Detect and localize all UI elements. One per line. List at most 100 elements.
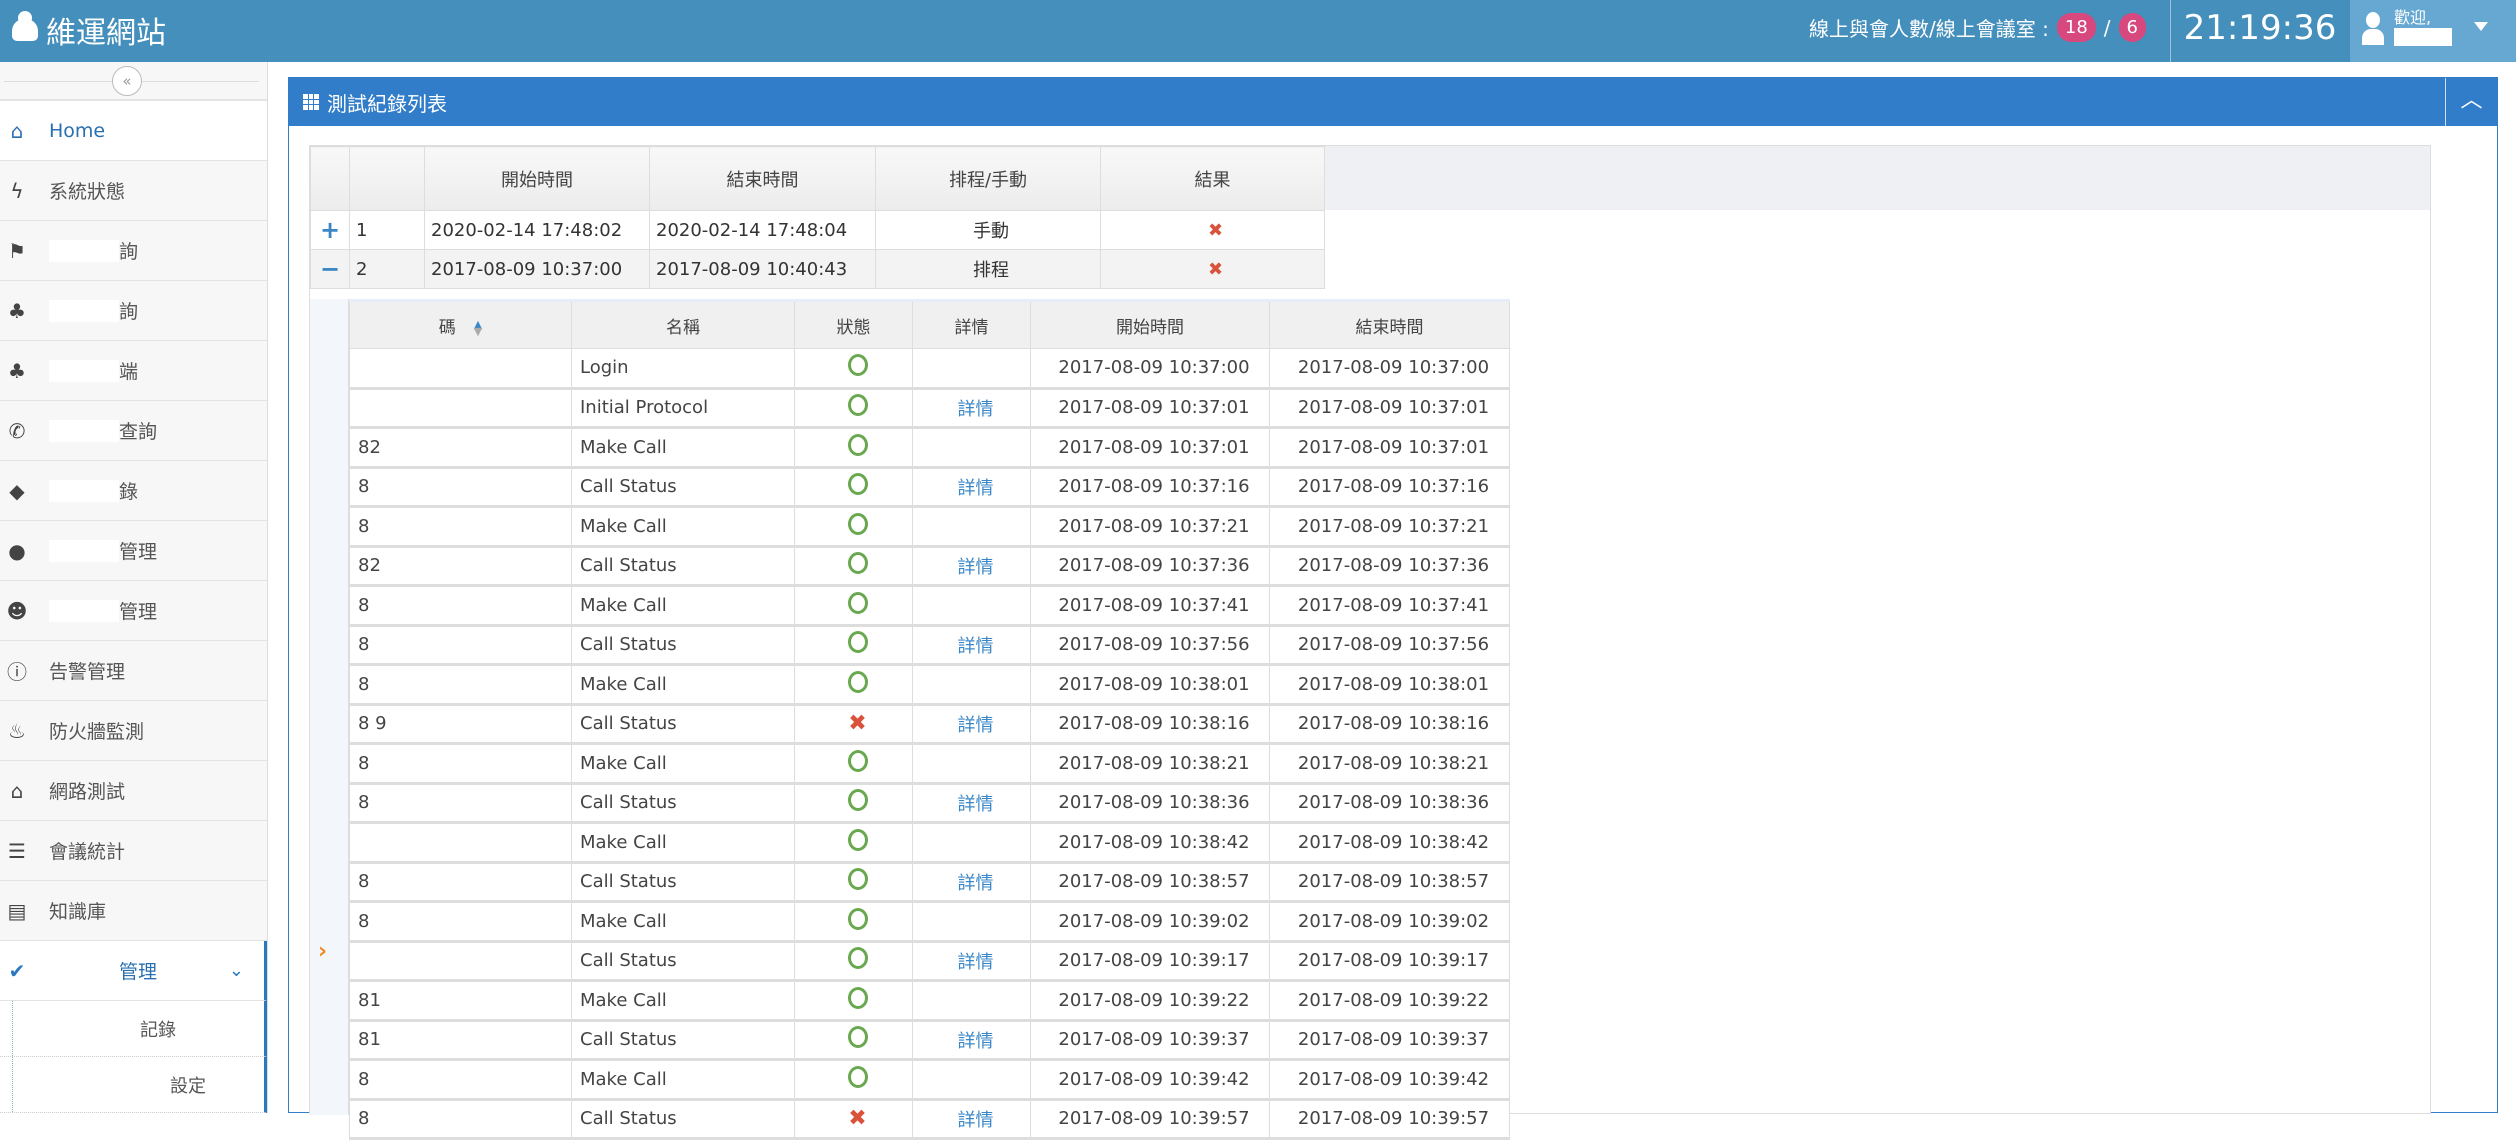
sidebar-item-label: 會議統計 [49, 841, 126, 863]
name-cell: Call Status [571, 862, 795, 903]
ok-circle-icon [847, 1065, 868, 1088]
number-cell: 8 [349, 743, 572, 785]
ok-circle-icon [847, 828, 868, 851]
sidebar-item-10[interactable]: ♨ 防火牆監測 [0, 701, 267, 761]
name-cell: Call Status [571, 467, 795, 508]
name-cell: Initial Protocol [571, 388, 795, 429]
expand-toggle-icon[interactable]: − [310, 249, 350, 289]
detail-link[interactable]: 詳情 [957, 951, 994, 973]
redacted [49, 479, 119, 502]
sidebar-subitem-0[interactable]: 記錄 [0, 1001, 267, 1057]
end-time: 2020-02-14 17:48:04 [649, 210, 876, 250]
status-cell [794, 467, 913, 508]
redacted [60, 1073, 170, 1096]
clock: 21:19:36 [2183, 8, 2337, 48]
number-cell [349, 348, 572, 390]
start-time: 2017-08-09 10:37:16 [1030, 467, 1270, 508]
sidebar-item-5[interactable]: ✆ 查詢 [0, 401, 267, 461]
column-header: 名稱 [571, 299, 795, 349]
start-time: 2017-08-09 10:39:57 [1030, 1099, 1270, 1140]
cloud-icon [12, 11, 38, 41]
start-time: 2017-08-09 10:39:37 [1030, 1020, 1270, 1061]
column-header: 結束時間 [649, 146, 876, 211]
sort-icon[interactable]: ▲ ▼ [473, 317, 483, 338]
detail-link[interactable]: 詳情 [957, 556, 994, 578]
status-cell [794, 506, 913, 548]
name-cell: Make Call [571, 506, 795, 548]
detail-link[interactable]: 詳情 [957, 1030, 994, 1052]
sidebar-item-6[interactable]: ◆ 錄 [0, 461, 267, 521]
ok-circle-icon [847, 354, 868, 377]
column-header[interactable]: 碼 ▲ ▼ [349, 299, 572, 349]
detail-cell [912, 1059, 1031, 1101]
status-cell [794, 388, 913, 429]
number-cell: 8 [349, 901, 572, 943]
sidebar-item-11[interactable]: ⌂ 網路測試 [0, 761, 267, 821]
panel-title: 測試紀錄列表 [327, 91, 447, 116]
end-time: 2017-08-09 10:37:00 [1269, 348, 1510, 390]
welcome-text: 歡迎, [2394, 8, 2432, 27]
end-time: 2017-08-09 10:37:16 [1269, 467, 1510, 508]
sidebar-item-3[interactable]: ♣ 詢 [0, 281, 267, 341]
panel-header: 測試紀錄列表 ︿ [289, 78, 2497, 126]
record-row[interactable]: +1 2020-02-14 17:48:02 2020-02-14 17:48:04… [310, 210, 1325, 250]
number-cell [349, 822, 572, 864]
detail-link[interactable]: 詳情 [957, 872, 994, 894]
sidebar-item-4[interactable]: ♣ 端 [0, 341, 267, 401]
detail-cell [912, 822, 1031, 864]
sidebar-item-label: 端 [119, 361, 139, 383]
end-time: 2017-08-09 10:37:36 [1269, 546, 1510, 587]
detail-link[interactable]: 詳情 [957, 793, 994, 815]
fail-icon: ✖ [1100, 249, 1325, 289]
number-cell: 81 [349, 1020, 572, 1061]
sidebar-item-9[interactable]: ⓘ 告警管理 [0, 641, 267, 701]
sidebar-subitem-1[interactable]: 設定 [0, 1057, 267, 1113]
sitemap-icon: ♣ [8, 298, 26, 323]
sidebar-item-8[interactable]: ☻ 管理 [0, 581, 267, 641]
start-time: 2017-08-09 10:38:16 [1030, 704, 1270, 745]
ok-circle-icon [847, 1026, 868, 1049]
name-cell: Login [571, 348, 795, 390]
detail-cell [912, 348, 1031, 390]
status-cell [794, 783, 913, 824]
name-cell: Call Status [571, 1099, 795, 1140]
detail-link[interactable]: 詳情 [957, 477, 994, 499]
name-cell: Make Call [571, 822, 795, 864]
sidebar-item-2[interactable]: ⚑ 詢 [0, 221, 267, 281]
end-time: 2017-08-09 10:38:16 [1269, 704, 1510, 745]
collapse-button[interactable]: « [112, 66, 142, 96]
status-cell [794, 743, 913, 785]
online-label: 線上與會人數/線上會議室 : [1809, 17, 2049, 41]
sidebar-item-12[interactable]: ☰ 會議統計 [0, 821, 267, 881]
sidebar-item-label: 告警管理 [49, 661, 126, 683]
column-header: 開始時間 [1030, 299, 1270, 349]
detail-link[interactable]: 詳情 [957, 714, 994, 736]
brand[interactable]: 維運網站 [12, 8, 166, 52]
record-id: 1 [349, 210, 425, 250]
ok-circle-icon [847, 986, 868, 1009]
sidebar-item-0[interactable]: ⌂ Home [0, 101, 267, 161]
sidebar: « ⌂ Home ϟ 系統狀態 ⚑ 詢 ♣ 詢 ♣ 端 ✆ 查詢 ◆ 錄 ● 管理 ☻ 管理 ⓘ 告警管理 ♨ 防火牆監測… [0, 62, 268, 1113]
collapse-panel-button[interactable]: ︿ [2445, 78, 2497, 126]
sidebar-item-1[interactable]: ϟ 系統狀態 [0, 161, 267, 221]
sidebar-item-label: 詢 [119, 241, 139, 263]
sidebar-item-13[interactable]: ▤ 知識庫 [0, 881, 267, 941]
top-header: 維運網站 線上與會人數/線上會議室 : 18 / 6 21:19:36 [0, 0, 2516, 62]
redacted [49, 599, 119, 622]
record-row[interactable]: −2 2017-08-09 10:37:00 2017-08-09 10:40:43… [310, 249, 1325, 289]
column-header: 狀態 [794, 299, 913, 349]
ok-circle-icon [847, 473, 868, 496]
end-time: 2017-08-09 10:38:36 [1269, 783, 1510, 824]
status-cell [794, 1059, 913, 1101]
expand-toggle-icon[interactable]: + [310, 210, 350, 250]
name-cell: Call Status [571, 546, 795, 587]
start-time: 2017-08-09 10:37:41 [1030, 585, 1270, 627]
step-row: 8 Make Call 2017-08-09 10:39:02 2017-08-09 … [349, 901, 1510, 943]
name-cell: Make Call [571, 585, 795, 627]
detail-link[interactable]: 詳情 [957, 398, 994, 420]
detail-link[interactable]: 詳情 [957, 635, 994, 657]
caret-down-icon[interactable] [2474, 22, 2488, 38]
start-time: 2017-08-09 10:37:21 [1030, 506, 1270, 548]
sidebar-item-14[interactable]: ✔ 管理 ⌄ [0, 941, 267, 1001]
sidebar-item-7[interactable]: ● 管理 [0, 521, 267, 581]
